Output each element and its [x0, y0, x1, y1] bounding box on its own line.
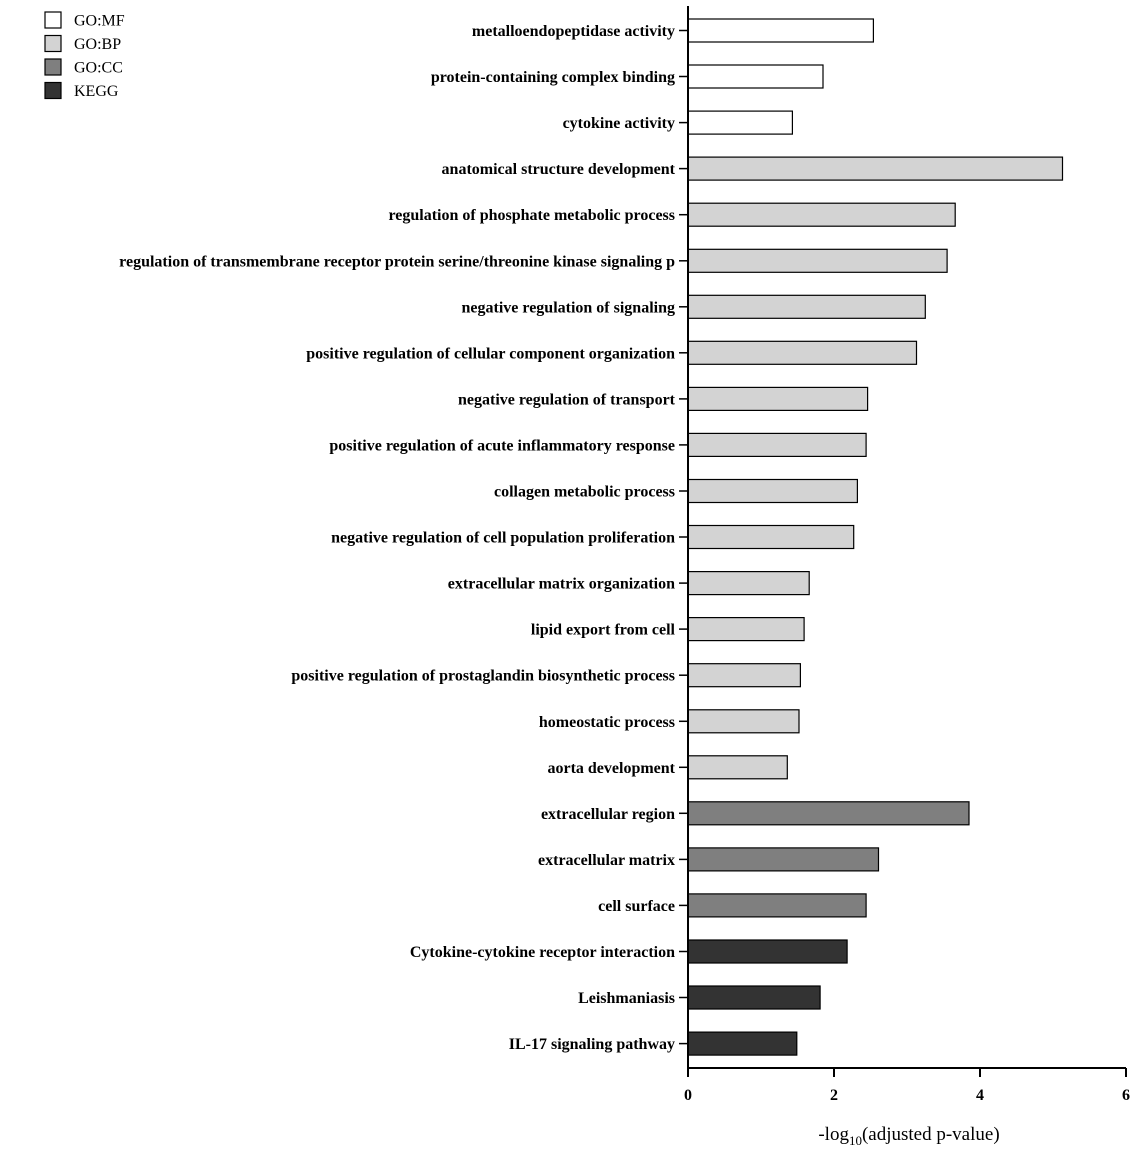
legend-swatch: [44, 34, 62, 53]
bar: [687, 478, 858, 504]
category-label: protein-containing complex binding: [431, 69, 675, 86]
bar: [687, 570, 810, 596]
chart-axes: 0 2 4 6: [679, 6, 1130, 1104]
legend-label: GO:MF: [74, 13, 125, 30]
category-label: regulation of phosphate metabolic proces…: [388, 207, 675, 224]
x-axis-title: -log10(adjusted p-value): [818, 1124, 999, 1148]
bar: [687, 524, 855, 550]
x-axis-title-subscript: 10: [849, 1133, 862, 1148]
bar: [687, 64, 824, 89]
bar: [687, 616, 805, 642]
category-label: cytokine activity: [563, 115, 675, 132]
category-label: positive regulation of prostaglandin bio…: [291, 668, 675, 685]
legend-label: KEGG: [74, 83, 119, 100]
bar: [687, 386, 869, 411]
legend-label: GO:CC: [74, 60, 123, 77]
category-label: IL-17 signaling pathway: [509, 1036, 675, 1053]
bar: [687, 1031, 798, 1056]
category-label: extracellular matrix: [538, 852, 675, 869]
x-tick-label: 4: [976, 1087, 984, 1104]
bar: [687, 294, 926, 319]
chart-legend: GO:MF GO:BP GO:CC KEGG: [44, 11, 125, 100]
category-label: extracellular region: [541, 806, 675, 823]
category-label: cell surface: [598, 898, 675, 915]
legend-swatch: [44, 81, 62, 100]
bar: [687, 340, 918, 365]
bar: [687, 985, 821, 1010]
x-axis-title-prefix: -log: [818, 1124, 849, 1145]
legend-swatch: [44, 11, 62, 29]
bar: [687, 110, 794, 135]
category-label: Cytokine-cytokine receptor interaction: [410, 944, 675, 961]
bar: [687, 248, 948, 273]
x-axis-title-suffix: (adjusted p-value): [862, 1124, 1000, 1145]
bar: [687, 18, 874, 43]
bar: [687, 939, 848, 964]
bar: [687, 709, 800, 734]
category-label: negative regulation of transport: [458, 391, 676, 408]
category-label: anatomical structure development: [442, 161, 676, 178]
bar-series: [687, 18, 1064, 1056]
category-label: negative regulation of signaling: [462, 299, 676, 316]
bar: [687, 156, 1064, 181]
bar: [687, 893, 867, 918]
bar: [687, 801, 970, 826]
bar: [687, 755, 788, 780]
category-label: collagen metabolic process: [494, 484, 675, 501]
bar: [687, 663, 802, 688]
category-label: Leishmaniasis: [578, 990, 675, 1007]
bar: [687, 847, 880, 872]
legend-swatch: [44, 58, 62, 76]
x-tick-label: 0: [684, 1087, 692, 1104]
category-label: regulation of transmembrane receptor pro…: [119, 253, 675, 270]
category-label: extracellular matrix organization: [448, 576, 675, 593]
x-tick-label: 2: [830, 1087, 838, 1104]
category-label: lipid export from cell: [531, 622, 676, 639]
category-label: metalloendopeptidase activity: [472, 23, 675, 40]
category-label: negative regulation of cell population p…: [331, 530, 675, 547]
x-tick-label: 6: [1122, 1087, 1130, 1104]
category-label: homeostatic process: [539, 714, 675, 731]
bar: [687, 202, 956, 227]
bar: [687, 432, 867, 457]
category-label: positive regulation of cellular componen…: [306, 345, 675, 362]
category-label: positive regulation of acute inflammator…: [329, 437, 675, 454]
category-label: aorta development: [547, 760, 675, 777]
legend-label: GO:BP: [74, 36, 121, 53]
category-labels: metalloendopeptidase activity protein-con…: [119, 23, 676, 1053]
